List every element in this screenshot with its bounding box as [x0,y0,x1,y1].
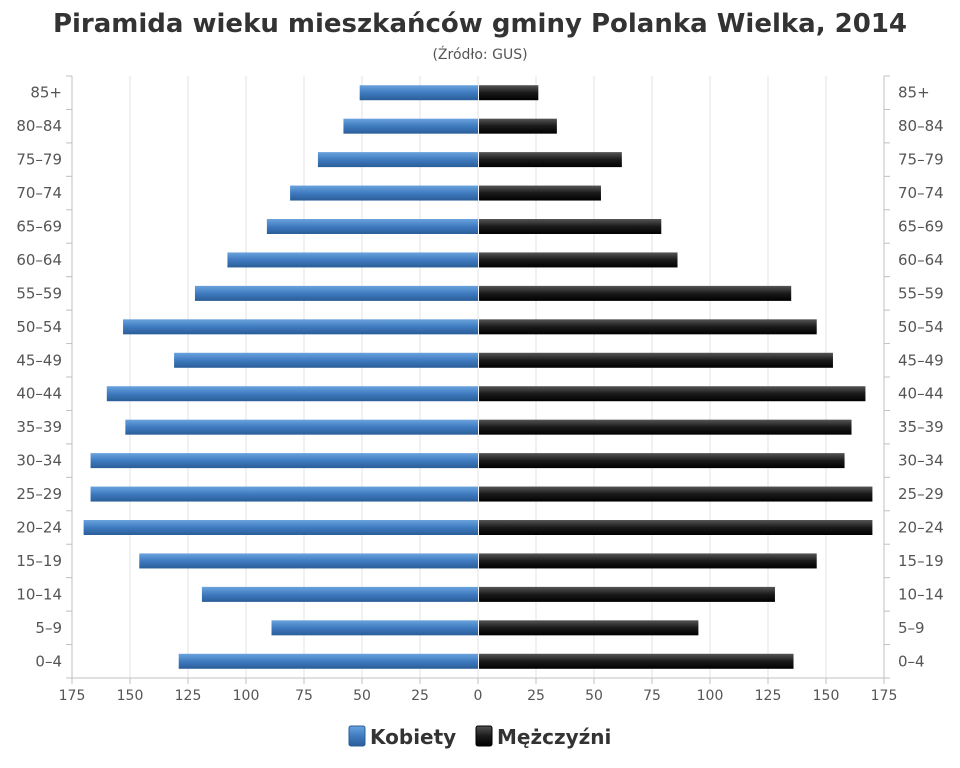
x-tick-label: 175 [59,688,86,704]
bar-kobiety[interactable] [123,319,478,335]
category-label-right: 40–44 [898,385,944,403]
bar-mezczyzni[interactable] [479,486,873,502]
bar-kobiety[interactable] [290,185,478,201]
bar-mezczyzni[interactable] [479,419,852,435]
chart-title: Piramida wieku mieszkańców gminy Polanka… [53,9,907,39]
x-tick-label: 175 [871,688,898,704]
category-label-left: 10–14 [16,585,62,603]
x-tick-label: 50 [353,688,371,704]
bar-kobiety[interactable] [227,252,478,268]
category-label-left: 85+ [30,84,62,102]
category-label-left: 25–29 [16,485,62,503]
x-tick-label: 25 [411,688,429,704]
bar-kobiety[interactable] [359,85,478,101]
bar-kobiety[interactable] [90,486,478,502]
category-label-left: 75–79 [16,151,62,169]
bar-kobiety[interactable] [83,520,478,535]
category-label-left: 40–44 [16,385,62,403]
category-label-left: 70–74 [16,184,62,202]
bar-mezczyzni[interactable] [479,453,845,469]
bar-kobiety[interactable] [139,553,478,569]
bar-mezczyzni[interactable] [479,586,775,602]
x-tick-label: 0 [474,688,483,704]
x-tick-label: 150 [117,688,144,704]
bar-kobiety[interactable] [201,586,479,602]
category-label-right: 55–59 [898,284,944,302]
legend-swatch-mezczyzni[interactable] [475,725,493,747]
category-label-right: 20–24 [898,519,944,537]
category-label-right: 15–19 [898,552,944,570]
category-label-right: 25–29 [898,485,944,503]
grid-lines [71,76,885,678]
category-label-left: 35–39 [16,418,62,436]
bar-mezczyzni[interactable] [479,118,557,134]
bar-kobiety[interactable] [343,118,478,134]
bar-mezczyzni[interactable] [479,620,699,636]
category-label-right: 80–84 [898,117,944,135]
bar-mezczyzni[interactable] [479,185,601,201]
x-tick-label: 125 [755,688,782,704]
bar-mezczyzni[interactable] [479,653,794,669]
chart-subtitle: (Źródło: GUS) [432,45,527,63]
category-label-right: 85+ [898,84,930,102]
category-label-left: 65–69 [16,218,62,236]
category-label-right: 0–4 [898,652,925,670]
category-label-right: 70–74 [898,184,944,202]
bar-kobiety[interactable] [106,386,479,402]
bar-kobiety[interactable] [125,419,479,435]
category-label-right: 5–9 [898,619,925,637]
bar-kobiety[interactable] [174,352,478,368]
category-label-right: 10–14 [898,585,944,603]
category-label-right: 35–39 [898,418,944,436]
legend-swatch-kobiety[interactable] [348,725,366,747]
category-label-right: 65–69 [898,218,944,236]
category-label-right: 45–49 [898,351,944,369]
bar-mezczyzni[interactable] [479,85,539,101]
category-label-left: 20–24 [16,519,62,537]
x-tick-label: 150 [813,688,840,704]
category-label-right: 50–54 [898,318,944,336]
x-tick-label: 100 [233,688,260,704]
category-label-left: 5–9 [35,619,62,637]
category-label-left: 30–34 [16,452,62,470]
category-label-right: 30–34 [898,452,944,470]
bar-mezczyzni[interactable] [479,553,817,569]
x-tick-label: 25 [527,688,545,704]
bar-kobiety[interactable] [317,152,478,168]
bar-kobiety[interactable] [178,653,478,669]
bar-mezczyzni[interactable] [479,352,833,368]
bar-mezczyzni[interactable] [479,319,817,335]
category-label-left: 0–4 [35,652,62,670]
category-label-right: 75–79 [898,151,944,169]
bar-kobiety[interactable] [271,620,478,636]
bar-kobiety[interactable] [90,453,478,469]
x-tick-label: 100 [697,688,724,704]
bar-mezczyzni[interactable] [479,285,792,301]
category-label-left: 45–49 [16,351,62,369]
x-tick-label: 125 [175,688,202,704]
category-label-right: 60–64 [898,251,944,269]
bar-kobiety[interactable] [266,219,478,234]
x-tick-label: 75 [643,688,661,704]
bar-mezczyzni[interactable] [479,219,662,234]
bar-mezczyzni[interactable] [479,386,866,402]
category-label-left: 55–59 [16,284,62,302]
bar-mezczyzni[interactable] [479,252,678,268]
legend[interactable]: Kobiety Mężczyźni [348,725,611,749]
x-tick-label: 75 [295,688,313,704]
bar-mezczyzni[interactable] [479,520,873,535]
category-label-left: 50–54 [16,318,62,336]
category-label-left: 15–19 [16,552,62,570]
bars-group [83,85,873,669]
category-label-left: 80–84 [16,117,62,135]
bar-mezczyzni[interactable] [479,152,622,168]
bar-kobiety[interactable] [194,285,478,301]
legend-label-kobiety[interactable]: Kobiety [370,725,456,749]
legend-label-mezczyzni[interactable]: Mężczyźni [497,725,611,749]
category-label-left: 60–64 [16,251,62,269]
x-tick-label: 50 [585,688,603,704]
axes-group: 175 150 125 100 75 50 25 0 25 50 75 100 125 150 175 85+… [16,75,944,704]
